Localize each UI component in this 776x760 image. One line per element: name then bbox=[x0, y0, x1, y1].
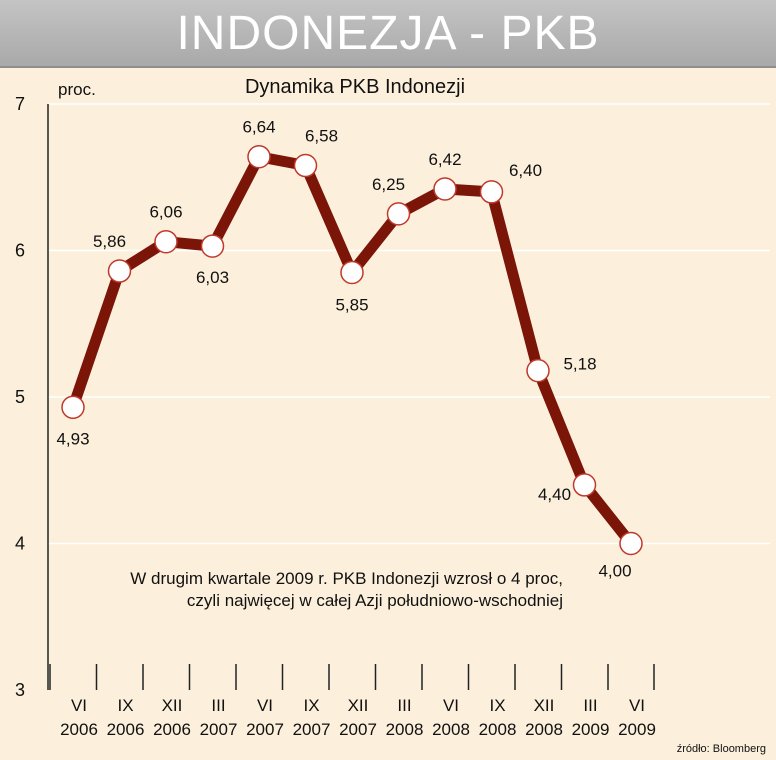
x-tick-label-year: 2008 bbox=[525, 720, 563, 739]
series-line: 4,93 5,86 6,06 6,03 6,64 6,58 5,85 6,25 6,42 6,40… bbox=[56, 118, 643, 581]
annotation-line-2: czyli najwięcej w całej Azji południowo-… bbox=[187, 591, 563, 610]
annotation: W drugim kwartale 2009 r. PKB Indonezji … bbox=[130, 569, 563, 610]
data-point bbox=[247, 144, 271, 169]
data-point bbox=[154, 229, 178, 254]
data-label: 6,64 bbox=[242, 118, 275, 137]
x-tick-label-quarter: VI bbox=[71, 696, 87, 715]
y-tick-label: 6 bbox=[15, 241, 25, 261]
data-point bbox=[340, 260, 364, 285]
x-tick-label-year: 2008 bbox=[386, 720, 424, 739]
data-label: 4,00 bbox=[598, 562, 631, 581]
data-label: 5,18 bbox=[563, 355, 596, 374]
y-tick-label: 7 bbox=[15, 94, 25, 114]
x-tick-label-quarter: XII bbox=[534, 696, 555, 715]
data-point bbox=[107, 259, 132, 283]
x-tick-label-quarter: IX bbox=[303, 696, 319, 715]
chart-title: Dynamika PKB Indonezji bbox=[245, 76, 465, 98]
x-tick-label-year: 2006 bbox=[60, 720, 98, 739]
x-tick-label-quarter: VI bbox=[443, 696, 459, 715]
x-tick-label-year: 2009 bbox=[572, 720, 610, 739]
y-axis-unit: proc. bbox=[58, 80, 96, 99]
x-tick-label-quarter: XII bbox=[348, 696, 369, 715]
grid-lines bbox=[48, 103, 770, 545]
data-label: 5,85 bbox=[335, 295, 368, 314]
line-chart: 3 4 5 6 7 VI 2006 IX 2006 XII 2006 III 2007 VI 2007 IX… bbox=[15, 76, 770, 755]
x-tick-label-quarter: IX bbox=[489, 696, 505, 715]
data-point bbox=[572, 473, 597, 497]
y-tick-label: 3 bbox=[15, 680, 25, 700]
y-axis: 3 4 5 6 7 bbox=[15, 94, 49, 700]
data-label: 5,86 bbox=[93, 232, 126, 251]
data-point bbox=[433, 177, 457, 201]
banner: INDONEZJA - PKB bbox=[0, 0, 776, 68]
annotation-line-1: W drugim kwartale 2009 r. PKB Indonezji … bbox=[130, 569, 563, 588]
banner-title: INDONEZJA - PKB bbox=[176, 6, 600, 60]
data-point bbox=[526, 358, 550, 383]
x-tick-label-year: 2007 bbox=[200, 720, 238, 739]
data-point bbox=[479, 180, 504, 204]
data-label: 6,06 bbox=[149, 203, 182, 222]
x-tick-label-quarter: IX bbox=[117, 696, 133, 715]
y-tick-label: 4 bbox=[15, 534, 25, 554]
data-point bbox=[386, 202, 411, 226]
data-point bbox=[61, 395, 85, 420]
data-label: 6,42 bbox=[428, 150, 461, 169]
x-tick-label-quarter: III bbox=[583, 696, 597, 715]
data-label: 4,40 bbox=[538, 485, 571, 504]
data-label: 6,58 bbox=[305, 127, 338, 146]
data-label: 6,03 bbox=[196, 268, 229, 287]
data-point bbox=[200, 234, 225, 258]
x-tick-label-quarter: VI bbox=[257, 696, 273, 715]
x-tick-label-year: 2008 bbox=[432, 720, 470, 739]
source-note: źródło: Bloomberg bbox=[677, 743, 766, 755]
data-label: 4,93 bbox=[56, 429, 89, 448]
y-tick-label: 5 bbox=[15, 387, 25, 407]
x-tick-label-year: 2006 bbox=[107, 720, 145, 739]
x-tick-label-year: 2006 bbox=[153, 720, 191, 739]
x-tick-label-year: 2008 bbox=[479, 720, 517, 739]
x-tick-label-year: 2009 bbox=[618, 720, 656, 739]
x-tick-label-year: 2007 bbox=[339, 720, 377, 739]
x-tick-label-quarter: XII bbox=[162, 696, 183, 715]
x-axis: VI 2006 IX 2006 XII 2006 III 2007 VI 2007 IX 2007 XI… bbox=[49, 664, 656, 739]
x-tick-label-quarter: VI bbox=[629, 696, 645, 715]
data-label: 6,25 bbox=[372, 175, 405, 194]
x-tick-label-quarter: III bbox=[397, 696, 411, 715]
x-tick-label-year: 2007 bbox=[246, 720, 284, 739]
x-tick-label-quarter: III bbox=[211, 696, 225, 715]
data-point bbox=[619, 531, 643, 556]
data-label: 6,40 bbox=[509, 161, 542, 180]
data-point bbox=[293, 153, 318, 178]
x-tick-label-year: 2007 bbox=[293, 720, 331, 739]
